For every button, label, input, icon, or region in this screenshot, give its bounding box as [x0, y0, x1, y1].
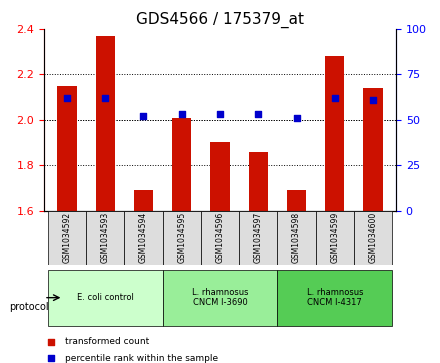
Bar	[95, 36, 115, 211]
Text: E. coli control: E. coli control	[77, 293, 134, 302]
FancyBboxPatch shape	[354, 211, 392, 265]
Text: protocol: protocol	[9, 302, 48, 312]
FancyBboxPatch shape	[163, 270, 277, 326]
FancyBboxPatch shape	[277, 270, 392, 326]
Bar	[172, 118, 191, 211]
Point	[255, 111, 262, 117]
Text: GSM1034592: GSM1034592	[62, 212, 71, 263]
Bar	[363, 88, 383, 211]
Bar	[249, 152, 268, 211]
Point	[293, 115, 300, 121]
Text: percentile rank within the sample: percentile rank within the sample	[65, 354, 218, 363]
Title: GDS4566 / 175379_at: GDS4566 / 175379_at	[136, 12, 304, 28]
Text: GSM1034598: GSM1034598	[292, 212, 301, 263]
Text: GSM1034595: GSM1034595	[177, 212, 186, 264]
FancyBboxPatch shape	[315, 211, 354, 265]
FancyBboxPatch shape	[277, 211, 315, 265]
Bar	[134, 190, 153, 211]
Point	[280, 299, 287, 305]
Point	[370, 97, 377, 103]
FancyBboxPatch shape	[48, 270, 163, 326]
FancyBboxPatch shape	[239, 211, 277, 265]
Text: GSM1034594: GSM1034594	[139, 212, 148, 264]
Point	[331, 95, 338, 101]
Text: GSM1034597: GSM1034597	[254, 212, 263, 264]
Text: GSM1034596: GSM1034596	[216, 212, 224, 264]
Point	[178, 111, 185, 117]
Point	[102, 95, 109, 101]
Text: GSM1034600: GSM1034600	[369, 212, 378, 264]
Bar	[287, 190, 306, 211]
FancyBboxPatch shape	[125, 211, 163, 265]
Text: L. rhamnosus
CNCM I-3690: L. rhamnosus CNCM I-3690	[192, 288, 248, 307]
Point	[140, 113, 147, 119]
Bar	[210, 143, 230, 211]
Bar	[325, 56, 345, 211]
FancyBboxPatch shape	[163, 211, 201, 265]
Bar	[57, 86, 77, 211]
Point	[280, 151, 287, 156]
Text: GSM1034599: GSM1034599	[330, 212, 339, 264]
FancyBboxPatch shape	[48, 211, 86, 265]
Text: transformed count: transformed count	[65, 337, 149, 346]
FancyBboxPatch shape	[86, 211, 125, 265]
Text: GSM1034593: GSM1034593	[101, 212, 110, 264]
FancyBboxPatch shape	[201, 211, 239, 265]
Text: L. rhamnosus
CNCM I-4317: L. rhamnosus CNCM I-4317	[307, 288, 363, 307]
Point	[216, 111, 224, 117]
Point	[63, 95, 70, 101]
